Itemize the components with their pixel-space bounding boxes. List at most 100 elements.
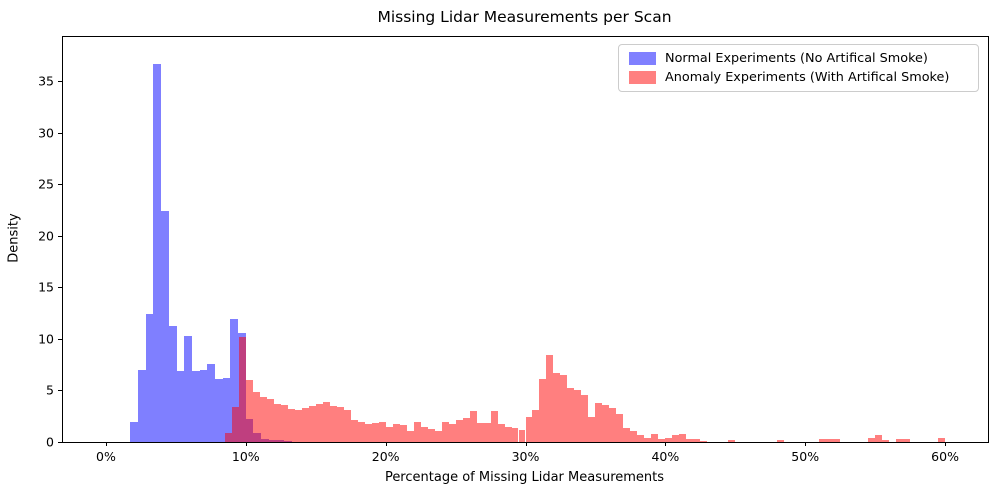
histogram-bar — [469, 411, 477, 442]
histogram-bar — [728, 440, 736, 442]
x-tick-label: 20% — [371, 449, 400, 464]
histogram-bar — [231, 406, 239, 442]
histogram-bar — [483, 423, 491, 442]
histogram-bar — [215, 379, 223, 442]
histogram-bar — [222, 378, 231, 442]
x-tick-mark — [525, 442, 527, 446]
histogram-bar — [406, 430, 414, 442]
histogram-bar — [490, 411, 498, 442]
histogram-bar — [322, 401, 330, 442]
y-tick-label: 25 — [38, 176, 54, 192]
histogram-bar — [553, 372, 561, 442]
histogram-bar — [560, 374, 568, 442]
histogram-bar — [245, 380, 253, 442]
histogram-bar — [364, 424, 372, 442]
histogram-bar — [581, 394, 589, 442]
histogram-bar — [518, 429, 526, 442]
histogram-bar — [567, 388, 575, 442]
histogram-bar — [700, 440, 708, 442]
histogram-bar — [161, 210, 169, 442]
histogram-bar — [176, 370, 185, 442]
histogram-bar — [138, 369, 146, 442]
legend-item-normal: Normal Experiments (No Artifical Smoke) — [619, 51, 978, 66]
histogram-bar — [385, 426, 393, 442]
histogram-bar — [191, 370, 200, 442]
histogram-bar — [441, 422, 449, 442]
histogram-bar — [273, 403, 281, 442]
histogram-bar — [882, 439, 890, 442]
histogram-bar — [868, 437, 876, 442]
histogram-bar — [420, 426, 428, 442]
histogram-bar — [875, 435, 883, 442]
histogram-bar — [686, 438, 694, 442]
histogram-bar — [168, 326, 177, 442]
histogram-bar — [546, 355, 554, 442]
histogram-bar — [308, 405, 316, 442]
y-tick-mark — [58, 390, 63, 392]
legend-item-anomaly: Anomaly Experiments (With Artifical Smok… — [619, 70, 978, 85]
histogram-bar — [448, 424, 456, 442]
y-tick-mark — [58, 132, 63, 134]
histogram-bar — [777, 440, 785, 442]
x-tick-mark — [945, 442, 947, 446]
histogram-bar — [672, 435, 680, 442]
histogram-bar — [679, 434, 687, 442]
x-tick-mark — [665, 442, 667, 446]
histogram-bar — [399, 425, 407, 442]
histogram-bar — [287, 408, 295, 442]
y-tick-mark — [58, 287, 63, 289]
y-axis-label: Density — [6, 213, 22, 263]
y-tick-mark — [58, 338, 63, 340]
histogram-bar — [294, 410, 302, 442]
histogram-bar — [609, 407, 617, 442]
legend-swatch-normal — [629, 52, 656, 65]
histogram-bar — [525, 417, 533, 442]
y-tick-label: 10 — [38, 331, 54, 347]
y-tick-label: 20 — [38, 228, 54, 244]
y-tick-label: 35 — [38, 73, 54, 89]
histogram-bar — [588, 417, 596, 442]
histogram-bar — [336, 406, 344, 442]
y-tick-mark — [58, 184, 63, 186]
x-tick-label: 60% — [931, 449, 959, 464]
histogram-bar — [833, 438, 841, 442]
histogram-bar — [259, 396, 267, 442]
histogram-bar — [476, 423, 484, 442]
y-tick-mark — [58, 81, 63, 83]
y-tick-mark — [58, 235, 63, 237]
histogram-bar — [462, 418, 470, 442]
x-axis-label: Percentage of Missing Lidar Measurements — [384, 470, 665, 485]
histogram-bar — [315, 403, 323, 442]
histogram-bar — [574, 390, 582, 442]
x-tick-label: 10% — [231, 449, 260, 464]
histogram-bar — [392, 424, 400, 442]
x-tick-label: 30% — [511, 449, 540, 464]
histogram-bar — [434, 430, 442, 442]
histogram-bar — [343, 410, 351, 442]
histogram-bar — [644, 437, 652, 442]
x-tick-mark — [245, 442, 247, 446]
legend-swatch-anomaly — [629, 71, 656, 84]
histogram-bar — [497, 424, 505, 442]
histogram-bar — [826, 438, 834, 442]
histogram-bar — [658, 439, 666, 442]
histogram-bar — [266, 398, 274, 442]
histogram-bar — [693, 438, 701, 442]
y-tick-mark — [58, 442, 63, 443]
y-tick-label: 0 — [46, 434, 54, 450]
histogram-bar — [301, 407, 309, 442]
histogram-bar — [238, 336, 246, 442]
histogram-bar — [665, 437, 673, 442]
legend-label-normal: Normal Experiments (No Artifical Smoke) — [665, 51, 928, 66]
histogram-bars-layer — [63, 37, 988, 442]
histogram-bar — [329, 405, 337, 442]
histogram-bar — [896, 438, 904, 442]
legend: Normal Experiments (No Artifical Smoke) … — [618, 44, 979, 92]
histogram-bar — [651, 434, 659, 442]
x-tick-mark — [805, 442, 807, 446]
histogram-bar — [130, 422, 139, 442]
y-tick-label: 30 — [38, 125, 54, 141]
histogram-bar — [938, 437, 946, 442]
histogram-bar — [903, 438, 911, 442]
